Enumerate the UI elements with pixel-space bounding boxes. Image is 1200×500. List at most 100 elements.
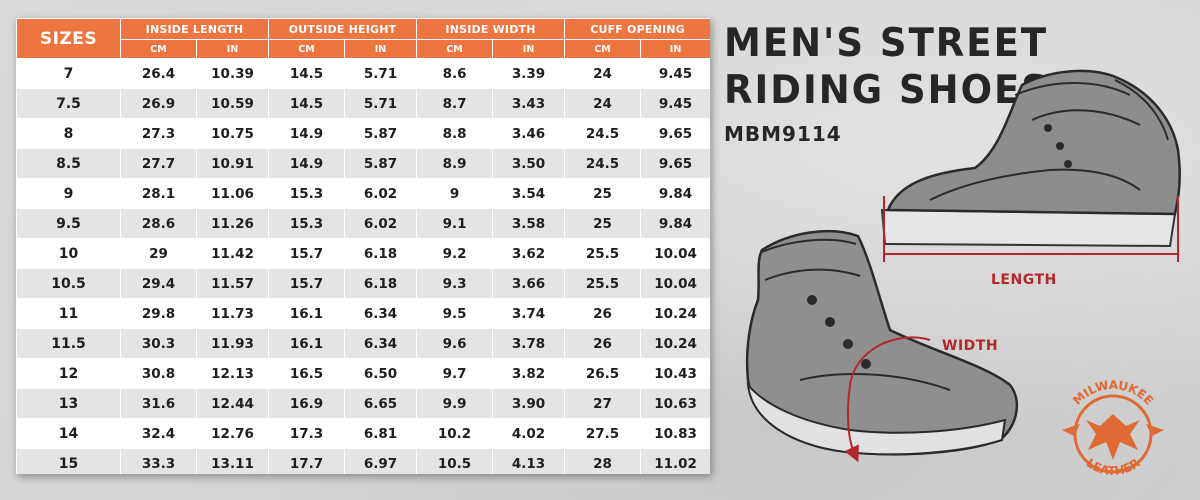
inside-width-in-cell: 3.54 [492, 178, 566, 209]
outside-height-in-cell: 5.87 [344, 118, 418, 149]
inside-length-in-cell: 10.91 [195, 148, 270, 179]
size-chart-card: SIZES INSIDE LENGTH OUTSIDE HEIGHT INSID… [16, 18, 710, 474]
inside-length-in-cell: 11.93 [195, 328, 270, 359]
inside-length-cm-cell: 33.3 [120, 448, 197, 474]
inside-width-cm-cell: 9.3 [416, 268, 494, 299]
size-cell: 10.5 [16, 268, 121, 299]
size-cell: 8.5 [16, 148, 121, 179]
outside-height-in-cell: 5.87 [344, 148, 418, 179]
unit-header: IN [640, 39, 710, 59]
table-row: 11.5 30.3 11.93 16.1 6.34 9.6 3.78 26 10.24 [16, 328, 710, 359]
inside-width-cm-cell: 9.9 [416, 388, 494, 419]
table-row: 13 31.6 12.44 16.9 6.65 9.9 3.90 27 10.63 [16, 388, 710, 419]
outside-height-in-cell: 6.02 [344, 178, 418, 209]
table-row: 15 33.3 13.11 17.7 6.97 10.5 4.13 28 11.02 [16, 448, 710, 474]
cuff-opening-in-cell: 10.04 [640, 238, 710, 269]
size-cell: 10 [16, 238, 121, 269]
cuff-opening-in-cell: 10.04 [640, 268, 710, 299]
inside-width-cm-cell: 8.7 [416, 88, 494, 119]
inside-width-in-cell: 3.82 [492, 358, 566, 389]
inside-width-cm-cell: 9 [416, 178, 494, 209]
inside-width-cm-cell: 10.2 [416, 418, 494, 449]
size-cell: 11.5 [16, 328, 121, 359]
cuff-opening-cm-cell: 25.5 [564, 268, 642, 299]
inside-width-in-cell: 4.13 [492, 448, 566, 474]
inside-width-in-cell: 3.62 [492, 238, 566, 269]
table-row: 10.5 29.4 11.57 15.7 6.18 9.3 3.66 25.5 10.04 [16, 268, 710, 299]
cuff-opening-in-cell: 10.43 [640, 358, 710, 389]
cuff-opening-cm-cell: 24 [564, 88, 642, 119]
outside-height-in-cell: 6.02 [344, 208, 418, 239]
inside-length-in-cell: 12.13 [195, 358, 270, 389]
inside-length-in-cell: 12.76 [195, 418, 270, 449]
outside-height-cm-cell: 16.9 [268, 388, 346, 419]
size-cell: 7.5 [16, 88, 121, 119]
group-header-outside-height: OUTSIDE HEIGHT [268, 18, 418, 40]
cuff-opening-cm-cell: 26 [564, 298, 642, 329]
unit-header: CM [120, 39, 197, 59]
title-block: MEN'S STREET RIDING SHOES MBM9114 [724, 18, 1054, 146]
outside-height-in-cell: 5.71 [344, 88, 418, 119]
inside-width-in-cell: 3.50 [492, 148, 566, 179]
cuff-opening-in-cell: 10.24 [640, 298, 710, 329]
table-row: 8.5 27.7 10.91 14.9 5.87 8.9 3.50 24.5 9.65 [16, 148, 710, 179]
table-row: 14 32.4 12.76 17.3 6.81 10.2 4.02 27.5 10.83 [16, 418, 710, 449]
table-row: 7 26.4 10.39 14.5 5.71 8.6 3.39 24 9.45 [16, 58, 710, 89]
inside-length-cm-cell: 28.1 [120, 178, 197, 209]
outside-height-cm-cell: 15.3 [268, 178, 346, 209]
outside-height-in-cell: 6.97 [344, 448, 418, 474]
brand-logo: MILWAUKEE LEATHER [1062, 378, 1164, 478]
table-row: 11 29.8 11.73 16.1 6.34 9.5 3.74 26 10.24 [16, 298, 710, 329]
size-cell: 9.5 [16, 208, 121, 239]
inside-length-cm-cell: 32.4 [120, 418, 197, 449]
cuff-opening-cm-cell: 24 [564, 58, 642, 89]
inside-width-cm-cell: 8.8 [416, 118, 494, 149]
outside-height-cm-cell: 14.9 [268, 148, 346, 179]
unit-header: CM [268, 39, 346, 59]
size-cell: 7 [16, 58, 121, 89]
group-header-inside-length: INSIDE LENGTH [119, 18, 270, 40]
table-row: 7.5 26.9 10.59 14.5 5.71 8.7 3.43 24 9.45 [16, 88, 710, 119]
shoe-side-view-illustration [880, 69, 1181, 248]
outside-height-cm-cell: 14.5 [268, 88, 346, 119]
width-label: WIDTH [942, 338, 999, 354]
inside-length-in-cell: 11.73 [195, 298, 270, 329]
cuff-opening-cm-cell: 24.5 [564, 148, 642, 179]
outside-height-cm-cell: 15.7 [268, 268, 346, 299]
inside-width-in-cell: 3.90 [492, 388, 566, 419]
size-cell: 11 [16, 298, 121, 329]
cuff-opening-cm-cell: 25 [564, 208, 642, 239]
size-chart-table: SIZES INSIDE LENGTH OUTSIDE HEIGHT INSID… [16, 18, 710, 474]
inside-length-in-cell: 12.44 [195, 388, 270, 419]
cuff-opening-in-cell: 10.24 [640, 328, 710, 359]
table-row: 8 27.3 10.75 14.9 5.87 8.8 3.46 24.5 9.65 [16, 118, 710, 149]
table-row: 9.5 28.6 11.26 15.3 6.02 9.1 3.58 25 9.84 [16, 208, 710, 239]
cuff-opening-in-cell: 9.45 [640, 58, 710, 89]
inside-length-cm-cell: 27.3 [120, 118, 197, 149]
inside-length-in-cell: 11.06 [195, 178, 270, 209]
outside-height-cm-cell: 15.3 [268, 208, 346, 239]
inside-length-cm-cell: 29 [120, 238, 197, 269]
model-code: MBM9114 [724, 122, 842, 146]
cuff-opening-in-cell: 9.84 [640, 208, 710, 239]
outside-height-in-cell: 6.18 [344, 238, 418, 269]
inside-length-in-cell: 11.57 [195, 268, 270, 299]
outside-height-cm-cell: 16.1 [268, 298, 346, 329]
inside-length-in-cell: 11.26 [195, 208, 270, 239]
product-title-line-1: MEN'S STREET [724, 20, 1049, 66]
inside-width-in-cell: 3.66 [492, 268, 566, 299]
brand-name-bottom: LEATHER [1084, 456, 1143, 478]
inside-width-cm-cell: 9.2 [416, 238, 494, 269]
cuff-opening-cm-cell: 27 [564, 388, 642, 419]
table-row: 10 29 11.42 15.7 6.18 9.2 3.62 25.5 10.04 [16, 238, 710, 269]
inside-length-cm-cell: 28.6 [120, 208, 197, 239]
inside-length-in-cell: 13.11 [195, 448, 270, 474]
cuff-opening-in-cell: 11.02 [640, 448, 710, 474]
cuff-opening-in-cell: 9.65 [640, 118, 710, 149]
inside-length-cm-cell: 30.3 [120, 328, 197, 359]
table-row: 9 28.1 11.06 15.3 6.02 9 3.54 25 9.84 [16, 178, 710, 209]
unit-header: CM [564, 39, 642, 59]
inside-length-in-cell: 10.59 [195, 88, 270, 119]
inside-width-in-cell: 4.02 [492, 418, 566, 449]
size-cell: 13 [16, 388, 121, 419]
